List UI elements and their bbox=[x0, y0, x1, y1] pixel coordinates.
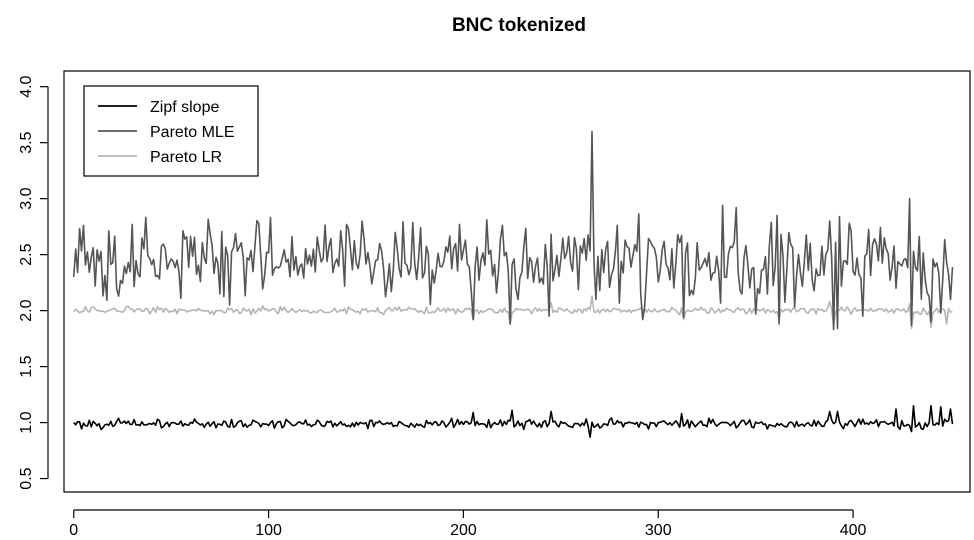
series-line-pareto-mle bbox=[72, 130, 954, 331]
y-tick-label: 2.0 bbox=[18, 299, 35, 321]
legend-label-pareto-mle: Pareto MLE bbox=[150, 124, 234, 141]
x-tick-label: 400 bbox=[840, 522, 867, 539]
y-tick-label: 3.5 bbox=[18, 131, 35, 153]
y-axis: 0.5 1.0 1.5 2.0 2.5 3.0 3.5 4.0 bbox=[18, 75, 49, 490]
y-tick-label: 1.5 bbox=[18, 355, 35, 377]
x-tick-label: 100 bbox=[255, 522, 282, 539]
chart-title: BNC tokenized bbox=[452, 15, 586, 36]
legend: Zipf slope Pareto MLE Pareto LR bbox=[83, 85, 259, 177]
legend-label-pareto-lr: Pareto LR bbox=[150, 149, 222, 166]
y-tick-label: 4.0 bbox=[18, 75, 35, 97]
series-layer bbox=[72, 130, 954, 438]
y-tick-label: 0.5 bbox=[18, 467, 35, 489]
y-tick-label: 2.5 bbox=[18, 243, 35, 265]
series-line-zipf-slope bbox=[73, 404, 954, 438]
y-tick-label: 1.0 bbox=[18, 411, 35, 433]
plot-frame bbox=[63, 70, 971, 493]
x-tick-label: 0 bbox=[69, 522, 78, 539]
x-tick-label: 300 bbox=[645, 522, 672, 539]
legend-label-zipf-slope: Zipf slope bbox=[150, 99, 219, 116]
y-tick-label: 3.0 bbox=[18, 187, 35, 209]
x-tick-label: 200 bbox=[450, 522, 477, 539]
series-line-pareto-lr bbox=[73, 295, 953, 330]
x-axis: 0 100 200 300 400 bbox=[69, 509, 867, 539]
